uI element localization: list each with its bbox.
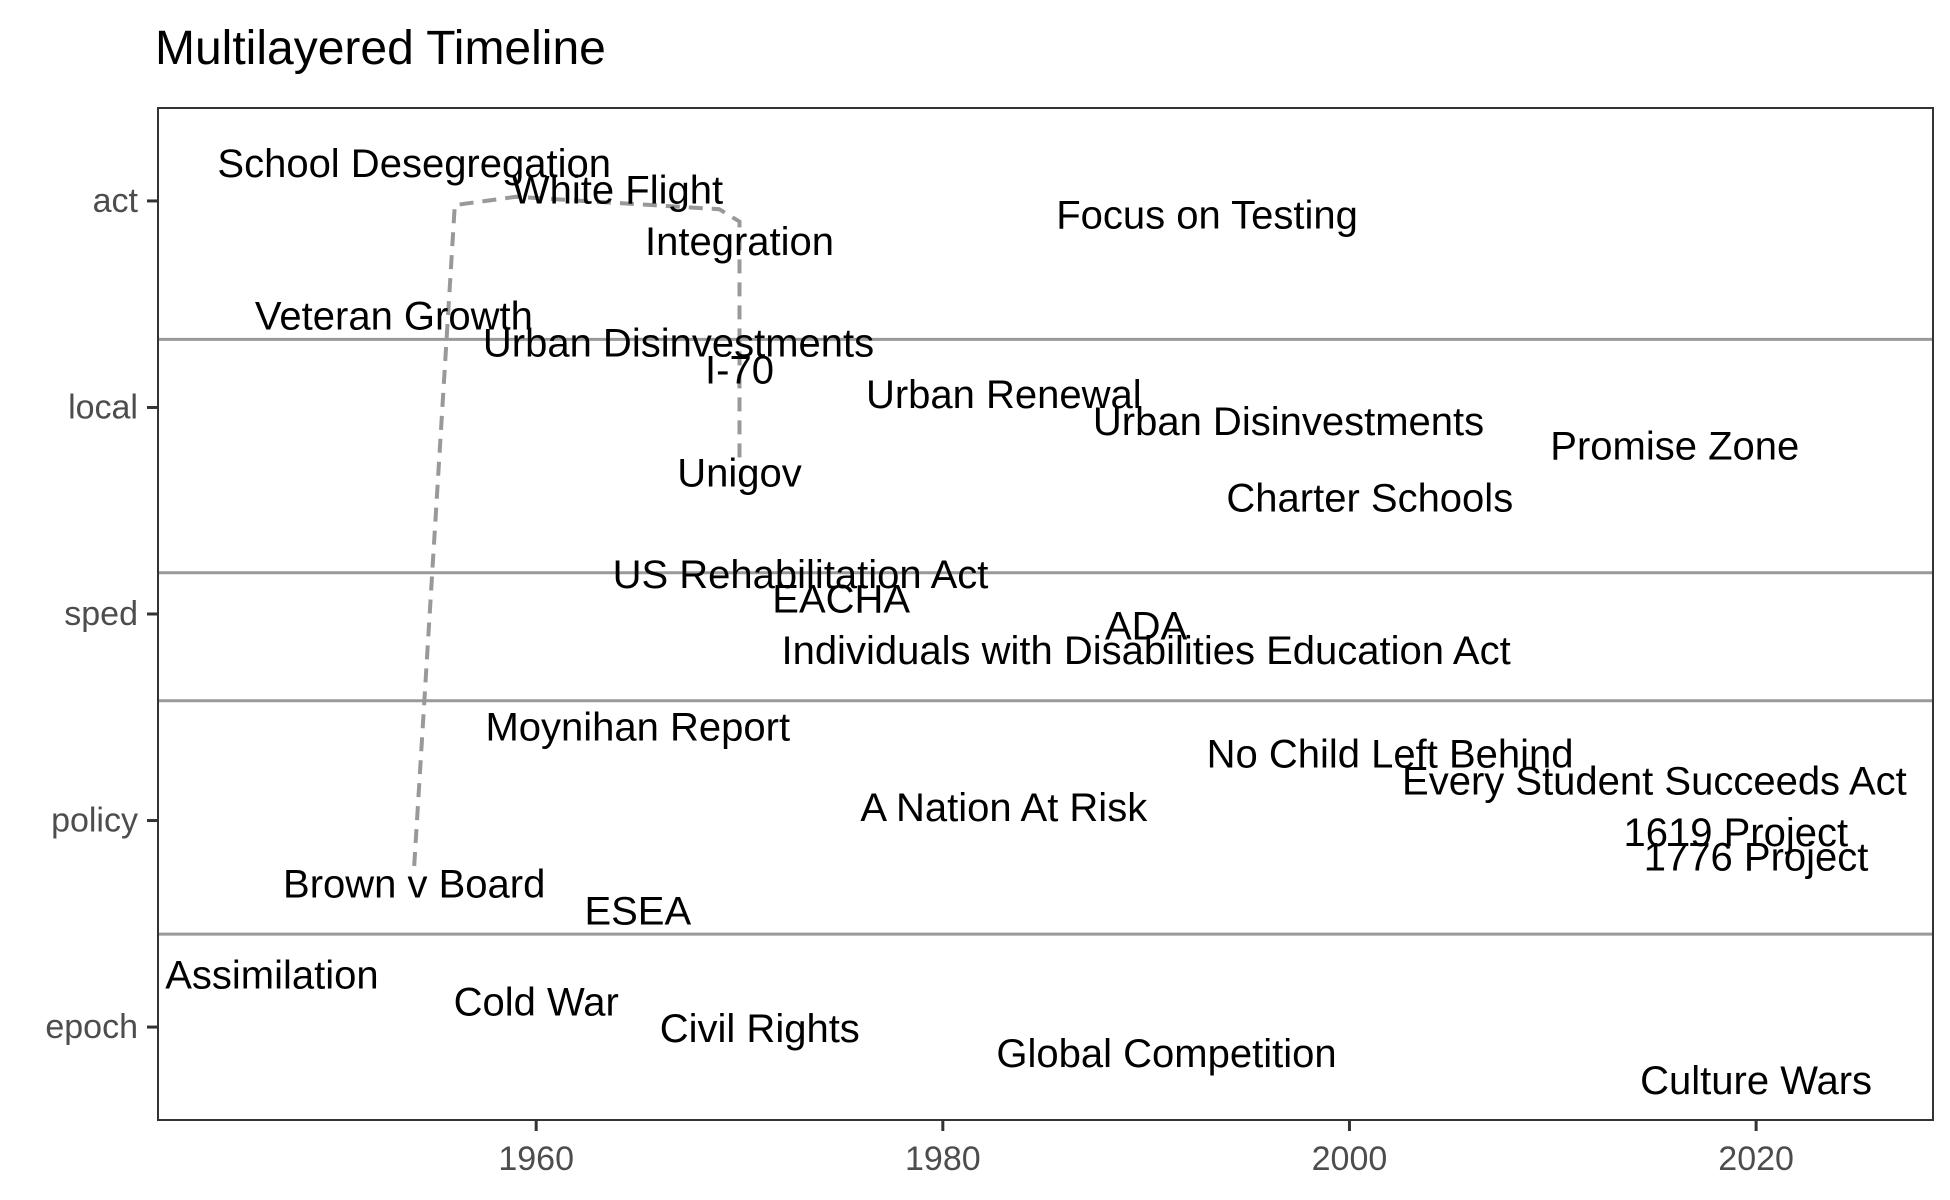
x-tick-label-1960: 1960	[498, 1140, 574, 1178]
band-separators	[158, 337, 1933, 936]
event-label-11: Unigov	[677, 452, 802, 496]
event-label-19: Every Student Succeeds Act	[1402, 759, 1907, 803]
event-label-9: Urban Disinvestments	[1093, 400, 1484, 444]
event-label-16: Individuals with Disabilities Education …	[781, 629, 1510, 673]
event-label-24: ESEA	[584, 889, 691, 933]
event-label-27: Civil Rights	[660, 1007, 860, 1051]
x-tick-label-2000: 2000	[1312, 1140, 1388, 1178]
event-label-23: Brown v Board	[283, 863, 545, 907]
x-axis: 1960 1980 2000 2020	[498, 1120, 1794, 1178]
event-label-21: 1619 Project	[1624, 811, 1849, 855]
event-label-25: Assimilation	[165, 953, 378, 997]
event-label-4: Integration	[645, 220, 834, 264]
event-label-8: Urban Renewal	[866, 373, 1142, 417]
event-label-3: Focus on Testing	[1056, 193, 1358, 237]
event-label-14: EACHA	[772, 578, 910, 622]
y-axis: epoch policy sped local act	[45, 182, 158, 1046]
x-tick-label-1980: 1980	[905, 1140, 981, 1178]
event-label-6: Urban Disinvestments	[483, 321, 874, 365]
event-label-2: White Flight	[512, 169, 723, 213]
chart-title: Multilayered Timeline	[155, 22, 606, 75]
event-label-26: Cold War	[454, 980, 619, 1024]
event-label-18: No Child Left Behind	[1207, 732, 1574, 776]
y-tick-label-sped: sped	[64, 595, 138, 633]
dashed-connector	[412, 194, 742, 867]
event-label-22: 1776 Project	[1644, 836, 1869, 880]
y-tick-label-act: act	[93, 182, 139, 220]
event-label-5: Veteran Growth	[255, 295, 533, 339]
event-label-29: Culture Wars	[1640, 1059, 1872, 1103]
event-label-12: Charter Schools	[1226, 476, 1513, 520]
event-label-10: Promise Zone	[1550, 425, 1799, 469]
event-label-15: ADA	[1105, 604, 1188, 648]
event-label-1: School Desegregation	[217, 142, 611, 186]
panel-border	[157, 107, 1934, 1121]
x-tick-label-2020: 2020	[1718, 1140, 1794, 1178]
event-label-20: A Nation At Risk	[860, 786, 1148, 830]
event-label-28: Global Competition	[996, 1032, 1336, 1076]
event-label-7: I-70	[705, 348, 774, 392]
y-tick-label-local: local	[68, 388, 138, 426]
connector-layer	[412, 194, 742, 867]
y-tick-label-policy: policy	[51, 802, 138, 840]
event-label-13: US Rehabilitation Act	[613, 553, 989, 597]
y-tick-label-epoch: epoch	[45, 1008, 138, 1046]
event-label-17: Moynihan Report	[485, 706, 790, 750]
